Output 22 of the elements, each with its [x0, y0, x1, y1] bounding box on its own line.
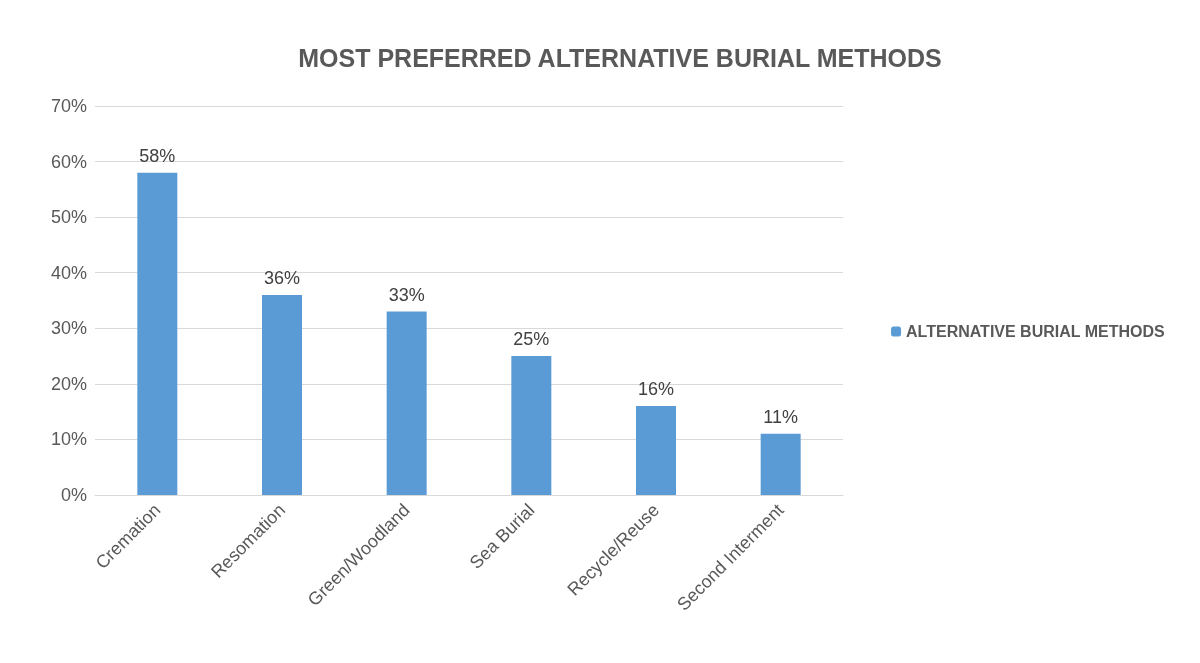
bar: [386, 311, 427, 495]
data-label: 25%: [513, 329, 550, 350]
legend-label: ALTERNATIVE BURIAL METHODS: [906, 323, 1166, 340]
bar: [636, 406, 676, 495]
y-tick-label: 60%: [50, 151, 87, 172]
y-tick-label: 40%: [50, 262, 87, 283]
bar: [262, 294, 302, 495]
bar: [137, 172, 178, 495]
data-label: 36%: [263, 267, 301, 288]
data-label: 16%: [637, 379, 675, 400]
y-tick-label: 70%: [50, 96, 87, 116]
bar: [760, 433, 801, 495]
chart-title: MOST PREFERRED ALTERNATIVE BURIAL METHODS: [298, 43, 942, 72]
data-label: 11%: [763, 406, 799, 427]
bar: [511, 356, 552, 495]
y-tick-label: 10%: [50, 429, 87, 450]
data-label: 58%: [139, 145, 176, 166]
data-label: 33%: [388, 284, 425, 305]
y-tick-label: 30%: [50, 318, 87, 339]
y-tick-label: 0%: [60, 485, 87, 505]
y-tick-label: 50%: [50, 207, 87, 228]
y-tick-label: 20%: [50, 373, 87, 394]
